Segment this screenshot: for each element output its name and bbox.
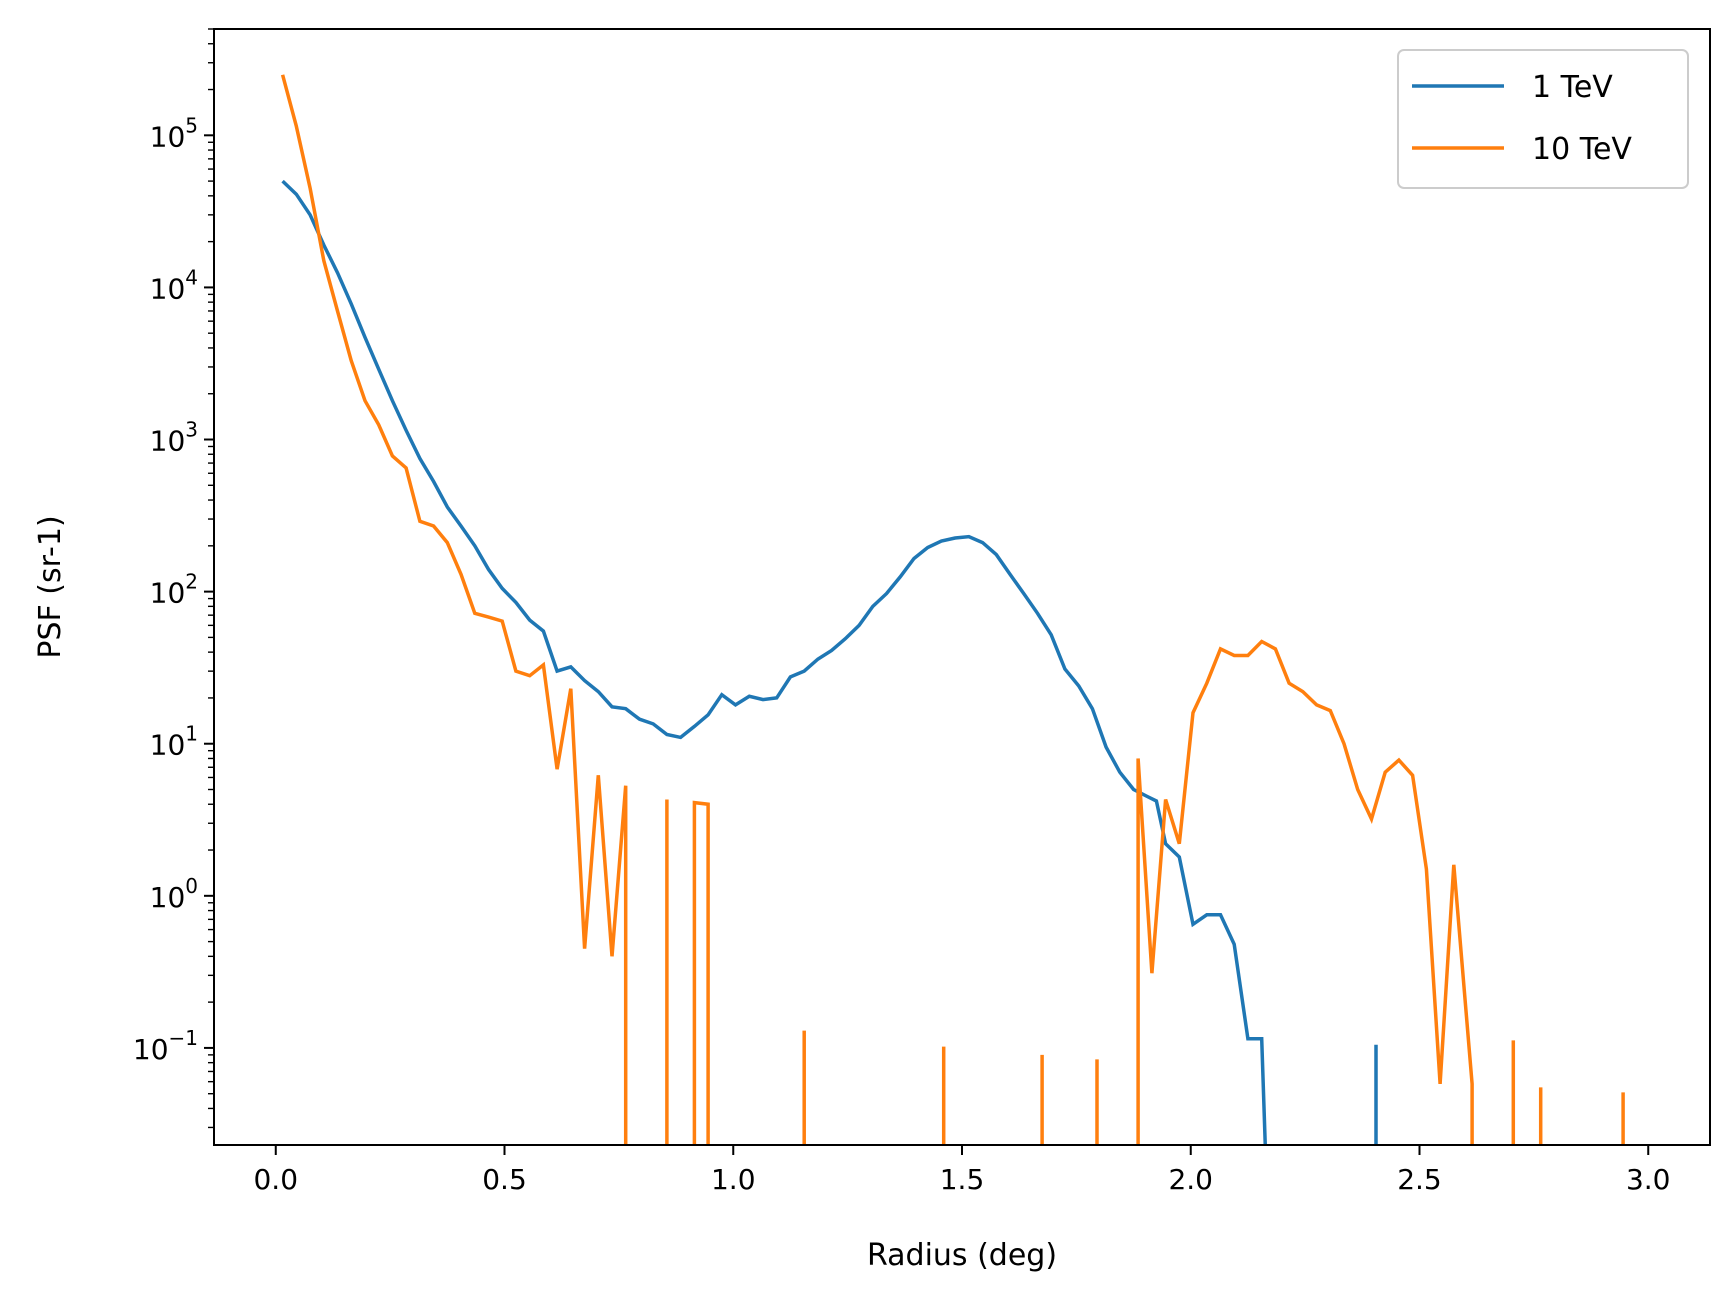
legend: 1 TeV 10 TeV: [1397, 49, 1689, 189]
series-line-10tev: [280, 74, 1625, 1145]
x-tick-label: 2.0: [1168, 1163, 1213, 1196]
legend-label-1tev: 1 TeV: [1532, 70, 1613, 105]
y-tick-label: 100: [150, 874, 198, 914]
x-tick-label: 0.0: [253, 1163, 298, 1196]
y-axis-ticks: 10−1 100 101 102 103 104 105: [133, 28, 214, 1129]
x-tick-label: 1.5: [940, 1163, 985, 1196]
y-tick-label: 104: [150, 265, 198, 305]
y-tick-label: 103: [150, 418, 198, 458]
series-line-1tev: [281, 179, 1378, 1145]
y-tick-label: 102: [150, 570, 198, 610]
x-tick-label: 3.0: [1626, 1163, 1671, 1196]
x-tick-label: 2.5: [1397, 1163, 1442, 1196]
x-tick-label: 1.0: [711, 1163, 756, 1196]
x-tick-label: 0.5: [482, 1163, 527, 1196]
x-axis-ticks: 0.0 0.5 1.0 1.5 2.0 2.5 3.0: [253, 1145, 1671, 1196]
y-tick-label: 101: [150, 722, 198, 762]
plot-frame: [213, 28, 1711, 1146]
x-axis-label: Radius (deg): [867, 1238, 1057, 1273]
legend-label-10tev: 10 TeV: [1532, 132, 1632, 167]
y-tick-label: 105: [150, 113, 198, 153]
y-axis-label: PSF (sr-1): [33, 515, 68, 658]
y-tick-label: 10−1: [133, 1026, 198, 1066]
series-layer: [280, 74, 1625, 1145]
